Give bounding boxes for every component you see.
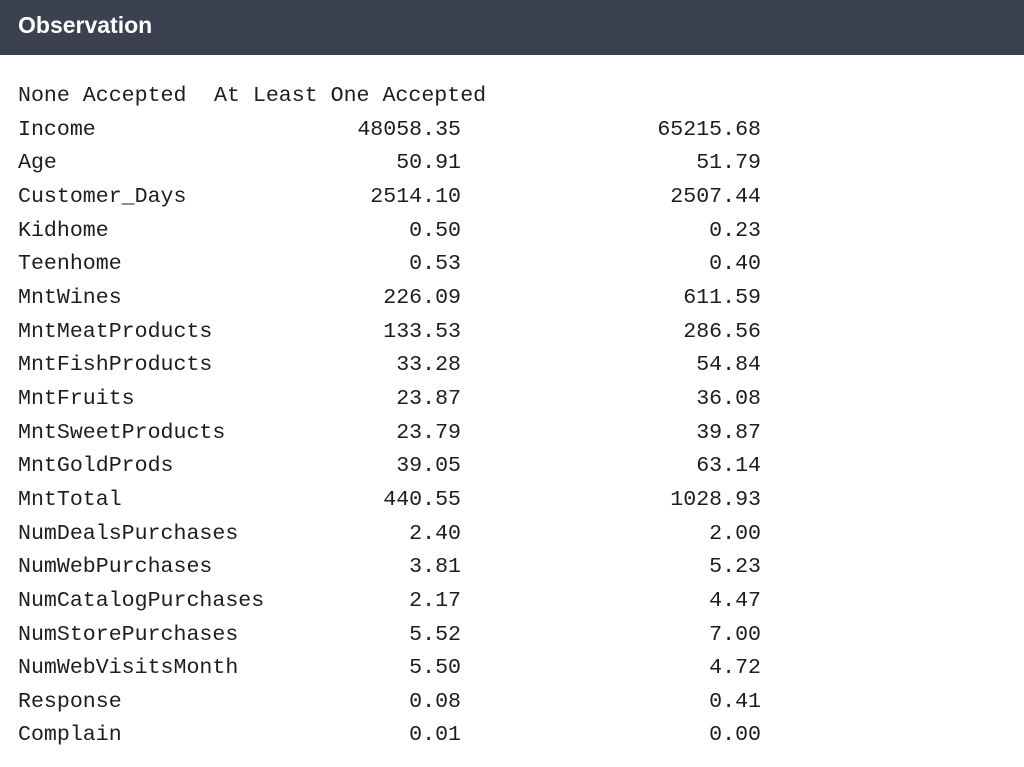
table-row: MntGoldProds 39.05 63.14 [0, 450, 1024, 484]
row-label: Age [18, 151, 57, 176]
table-row: Age 50.91 51.79 [0, 147, 1024, 181]
value-at-least-one-accepted: 0.00 [709, 723, 761, 748]
header-title: Observation [18, 12, 153, 38]
value-none-accepted: 0.01 [409, 723, 461, 748]
value-none-accepted: 2514.10 [370, 184, 461, 209]
value-at-least-one-accepted: 63.14 [696, 454, 761, 479]
table-row: NumWebPurchases 3.81 5.23 [0, 551, 1024, 585]
observation-header: Observation [0, 0, 1024, 55]
value-none-accepted: 0.53 [409, 252, 461, 277]
table-row: Response 0.08 0.41 [0, 686, 1024, 720]
row-label: NumCatalogPurchases [18, 588, 265, 613]
row-label: Complain [18, 723, 122, 748]
value-at-least-one-accepted: 4.47 [709, 588, 761, 613]
table-row: Complain 0.01 0.00 [0, 719, 1024, 753]
value-none-accepted: 23.87 [396, 386, 461, 411]
table-row: MntFruits 23.87 36.08 [0, 383, 1024, 417]
row-label: MntMeatProducts [18, 319, 213, 344]
value-at-least-one-accepted: 54.84 [696, 353, 761, 378]
table-row: NumCatalogPurchases 2.17 4.47 [0, 585, 1024, 619]
row-label: MntFruits [18, 386, 135, 411]
value-none-accepted: 0.50 [409, 218, 461, 243]
table-row: MntMeatProducts 133.53 286.56 [0, 316, 1024, 350]
table-row: MntSweetProducts 23.79 39.87 [0, 417, 1024, 451]
column-header-none-accepted: None Accepted [18, 84, 187, 108]
table-row: Teenhome 0.53 0.40 [0, 248, 1024, 282]
value-at-least-one-accepted: 2.00 [709, 521, 761, 546]
row-label: Income [18, 117, 96, 142]
value-none-accepted: 2.40 [409, 521, 461, 546]
table-row: NumDealsPurchases 2.40 2.00 [0, 518, 1024, 552]
value-at-least-one-accepted: 611.59 [683, 285, 761, 310]
value-at-least-one-accepted: 286.56 [683, 319, 761, 344]
value-none-accepted: 3.81 [409, 555, 461, 580]
row-label: Customer_Days [18, 184, 187, 209]
value-at-least-one-accepted: 2507.44 [670, 184, 761, 209]
row-label: MntWines [18, 285, 122, 310]
value-at-least-one-accepted: 1028.93 [670, 487, 761, 512]
value-at-least-one-accepted: 4.72 [709, 656, 761, 681]
value-at-least-one-accepted: 5.23 [709, 555, 761, 580]
value-none-accepted: 133.53 [383, 319, 461, 344]
row-label: NumWebPurchases [18, 555, 213, 580]
row-label: Kidhome [18, 218, 109, 243]
value-at-least-one-accepted: 51.79 [696, 151, 761, 176]
value-none-accepted: 23.79 [396, 420, 461, 445]
row-label: Response [18, 689, 122, 714]
row-label: MntSweetProducts [18, 420, 226, 445]
value-none-accepted: 2.17 [409, 588, 461, 613]
value-at-least-one-accepted: 39.87 [696, 420, 761, 445]
value-at-least-one-accepted: 0.41 [709, 689, 761, 714]
row-label: Teenhome [18, 252, 122, 277]
value-none-accepted: 440.55 [383, 487, 461, 512]
row-label: MntFishProducts [18, 353, 213, 378]
value-none-accepted: 5.50 [409, 656, 461, 681]
row-label: MntGoldProds [18, 454, 174, 479]
table-row: MntWines 226.09 611.59 [0, 282, 1024, 316]
value-none-accepted: 39.05 [396, 454, 461, 479]
table-row: NumStorePurchases 5.52 7.00 [0, 619, 1024, 653]
table-row: MntTotal 440.55 1028.93 [0, 484, 1024, 518]
row-label: NumWebVisitsMonth [18, 656, 239, 681]
value-at-least-one-accepted: 65215.68 [657, 117, 761, 142]
table-row: Customer_Days 2514.10 2507.44 [0, 181, 1024, 215]
table-header-row: None Accepted At Least One Accepted [0, 80, 1024, 114]
value-none-accepted: 48058.35 [357, 117, 461, 142]
value-at-least-one-accepted: 36.08 [696, 386, 761, 411]
value-none-accepted: 33.28 [396, 353, 461, 378]
table-row: Kidhome 0.50 0.23 [0, 215, 1024, 249]
output-table: None Accepted At Least One Accepted Inco… [0, 80, 1024, 753]
row-label: NumDealsPurchases [18, 521, 239, 546]
value-none-accepted: 226.09 [383, 285, 461, 310]
table-row: MntFishProducts 33.28 54.84 [0, 349, 1024, 383]
value-at-least-one-accepted: 7.00 [709, 622, 761, 647]
table-row: Income 48058.35 65215.68 [0, 114, 1024, 148]
row-label: MntTotal [18, 487, 122, 512]
row-label: NumStorePurchases [18, 622, 239, 647]
value-none-accepted: 50.91 [396, 151, 461, 176]
value-at-least-one-accepted: 0.40 [709, 252, 761, 277]
value-none-accepted: 0.08 [409, 689, 461, 714]
value-at-least-one-accepted: 0.23 [709, 218, 761, 243]
column-header-at-least-one-accepted: At Least One Accepted [214, 84, 487, 108]
value-none-accepted: 5.52 [409, 622, 461, 647]
table-row: NumWebVisitsMonth 5.50 4.72 [0, 652, 1024, 686]
